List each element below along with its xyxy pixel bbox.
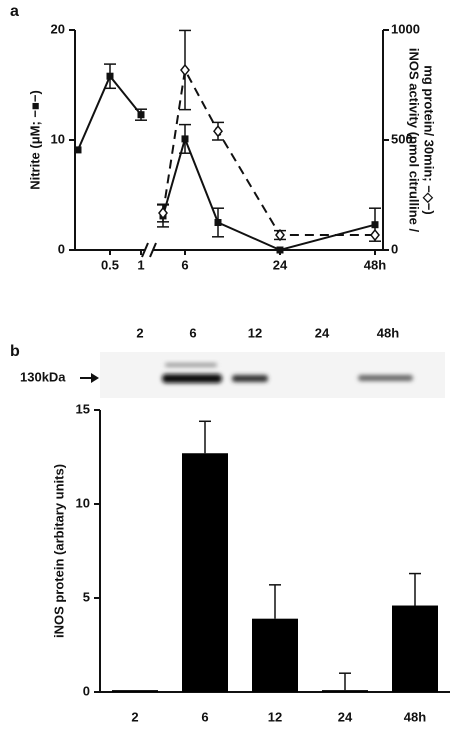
western-blot: [80, 352, 445, 398]
y-tick-label: 0: [83, 683, 90, 698]
lane-label: 6: [189, 325, 196, 340]
x-tick-label: 0.5: [101, 257, 119, 272]
y-tick-label: 5: [83, 589, 90, 604]
lane-label: 2: [136, 325, 143, 340]
marker: [180, 63, 190, 77]
x-tick-label: 12: [268, 709, 282, 724]
bar: [252, 618, 298, 692]
bar: [182, 453, 228, 692]
marker: [181, 135, 189, 143]
y2-tick-label: 500: [391, 131, 413, 146]
x-tick-label: 6: [181, 257, 188, 272]
y-tick-label: 10: [76, 495, 90, 510]
panel-label: a: [10, 3, 19, 20]
marker: [137, 111, 145, 119]
y-tick-label: 20: [51, 21, 65, 36]
marker: [213, 124, 223, 138]
y-tick-label: 15: [76, 401, 90, 416]
x-tick-label: 1: [137, 257, 144, 272]
y2-axis-label: mg protein/ 30min; −◇−): [422, 65, 437, 214]
lane-label: 12: [248, 325, 262, 340]
marker: [106, 72, 114, 80]
bar: [392, 605, 438, 692]
x-tick-label: 24: [338, 709, 353, 724]
marker: [74, 146, 82, 154]
series-line: [162, 66, 375, 237]
y2-axis-label: iNOS activity (pmol citrulline /: [407, 48, 422, 233]
marker: [275, 228, 285, 242]
y2-tick-label: 1000: [391, 21, 420, 36]
marker: [276, 246, 284, 254]
marker: [371, 221, 379, 229]
y-axis-label: iNOS protein (arbitary units): [51, 464, 66, 638]
series-line: [162, 135, 376, 252]
marker: [158, 206, 168, 220]
x-tick-label: 48h: [364, 257, 386, 272]
bar: [112, 690, 158, 692]
x-tick-label: 6: [201, 709, 208, 724]
x-tick-label: 48h: [404, 709, 426, 724]
panel-label: b: [10, 343, 20, 360]
y-tick-label: 0: [58, 241, 65, 256]
x-tick-label: 24: [273, 257, 288, 272]
y2-tick-label: 0: [391, 241, 398, 256]
blot-marker: 130kDa: [20, 369, 66, 384]
bar: [322, 690, 368, 692]
axis-break: [141, 242, 157, 258]
lane-label: 24: [315, 325, 330, 340]
y-axis-label: Nitrite (μM; −■−): [27, 90, 42, 190]
marker: [370, 228, 380, 242]
marker: [214, 219, 222, 226]
lane-label: 48h: [377, 325, 399, 340]
x-tick-label: 2: [131, 709, 138, 724]
y-tick-label: 10: [51, 131, 65, 146]
